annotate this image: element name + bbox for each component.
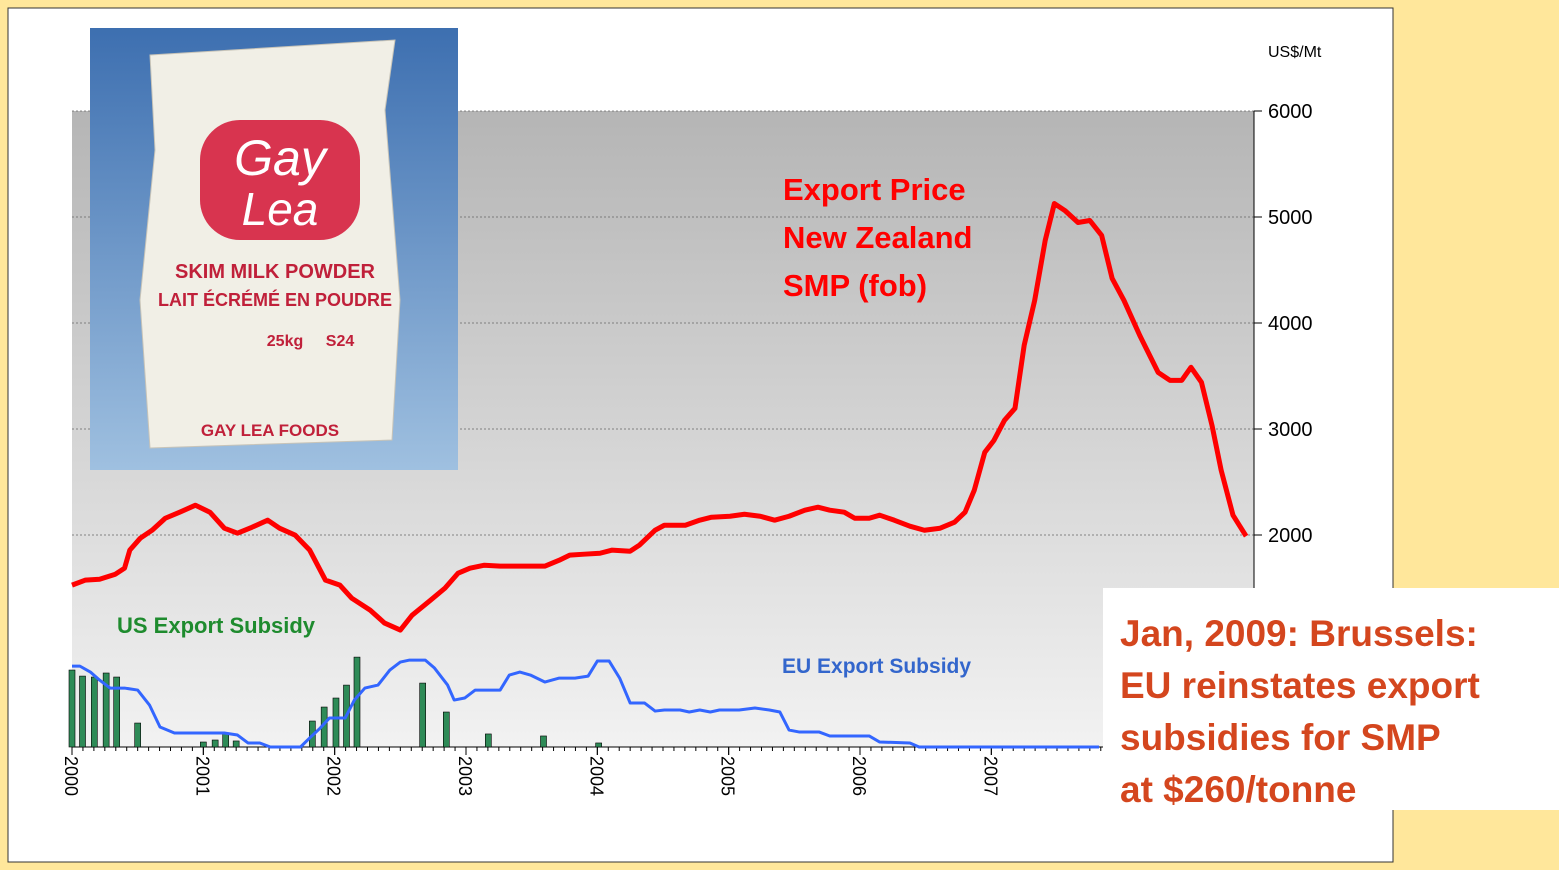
series-label: New Zealand — [783, 220, 973, 255]
x-tick-label: 2004 — [586, 756, 606, 796]
bar — [332, 697, 340, 748]
x-tick-label: 2005 — [718, 756, 738, 796]
bar — [222, 732, 229, 748]
bar — [211, 739, 219, 748]
series-label: Export Price — [783, 172, 966, 207]
bar — [113, 676, 120, 748]
x-tick-label: 2001 — [192, 756, 212, 796]
bar — [232, 740, 240, 748]
annotation-text: at $260/tonne — [1120, 769, 1356, 810]
photo-text: GAY LEA FOODS — [201, 421, 339, 440]
y-tick-label: 3000 — [1268, 419, 1313, 441]
annotation-text: EU reinstates export — [1120, 665, 1480, 706]
photo-text: LAIT ÉCRÉMÉ EN POUDRE — [158, 289, 392, 310]
series-label: US Export Subsidy — [117, 613, 316, 638]
y-tick-label: 2000 — [1268, 525, 1313, 547]
y-tick-label: 5000 — [1268, 207, 1313, 229]
bar — [485, 733, 492, 748]
line — [72, 658, 1100, 749]
series-label: SMP (fob) — [783, 268, 927, 303]
x-tick-label: 2000 — [61, 756, 81, 796]
x-tick-label: 2003 — [455, 756, 475, 796]
line — [71, 201, 1249, 633]
photo-text: Gay — [234, 130, 329, 186]
annotation-text: Jan, 2009: Brussels: — [1120, 613, 1478, 654]
y-tick-label: 4000 — [1268, 313, 1313, 335]
photo-text: S24 — [326, 333, 355, 350]
bar — [442, 711, 450, 748]
bar — [200, 741, 207, 748]
bar — [91, 676, 98, 748]
bar — [595, 742, 602, 748]
x-tick-label: 2007 — [980, 756, 1000, 796]
photo-text: 25kg — [267, 333, 303, 350]
bar — [79, 675, 86, 748]
x-tick-label: 2002 — [324, 756, 344, 796]
series-label: EU Export Subsidy — [782, 655, 971, 678]
bar — [102, 672, 110, 748]
x-tick-label: 2006 — [849, 756, 869, 796]
photo: Gay Lea SKIM MILK POWDER LAIT ÉCRÉMÉ EN … — [90, 28, 458, 470]
y-axis-label: US$/Mt — [1268, 44, 1322, 61]
annotation: Jan, 2009: Brussels: EU reinstates expor… — [1103, 588, 1559, 810]
bar — [540, 735, 547, 748]
bar — [134, 722, 141, 748]
bar — [419, 682, 426, 748]
y-tick-label: 6000 — [1268, 101, 1313, 123]
photo-text: Lea — [242, 183, 319, 235]
annotation-text: subsidies for SMP — [1120, 717, 1441, 758]
bar — [68, 669, 76, 748]
photo-text: SKIM MILK POWDER — [175, 261, 376, 283]
